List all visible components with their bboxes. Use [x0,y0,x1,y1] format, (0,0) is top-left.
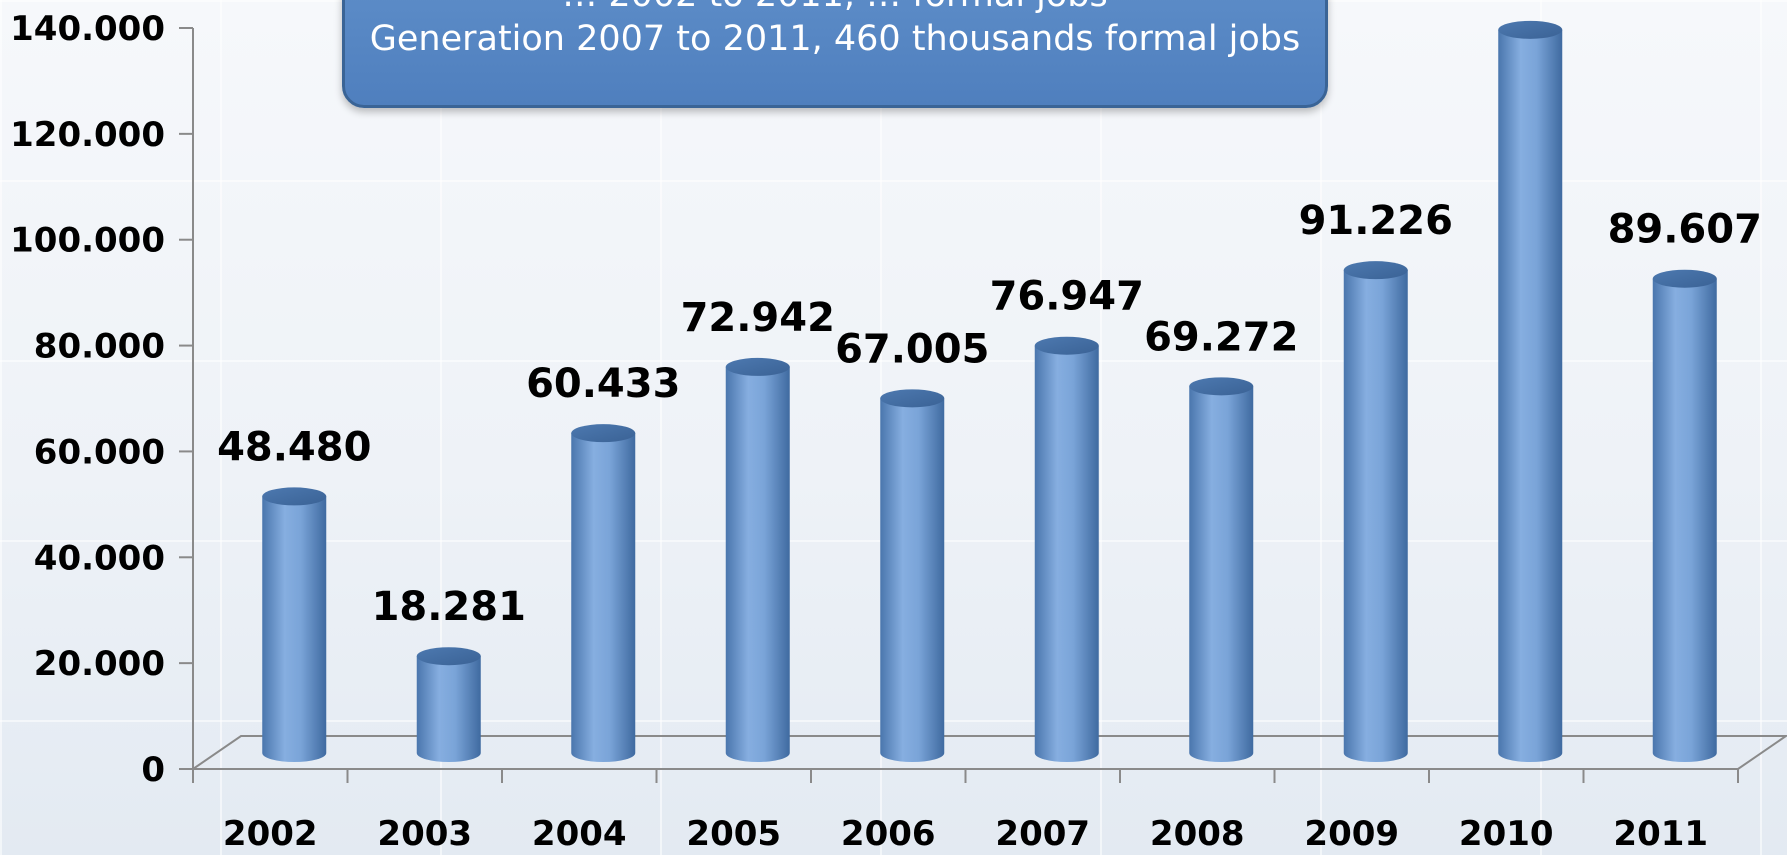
bar-body [1343,270,1408,762]
bar-top [571,424,636,443]
x-tick-label: 2002 [223,814,318,854]
x-tick-label: 2011 [1613,814,1708,854]
bar-top [1498,20,1563,39]
bar-top [1189,377,1254,396]
callout-line-1: … 2002 to 2011, … formal jobs [345,0,1325,17]
chart-bars [262,20,1717,762]
bar-body [725,366,790,762]
bar-2011 [1652,269,1717,762]
bar-body [1498,29,1563,762]
x-tick-label: 2003 [377,814,472,854]
x-tick-label: 2007 [995,814,1090,854]
bar-top [1652,269,1717,288]
x-tick-label: 2008 [1150,814,1245,854]
bar-body [416,656,481,762]
data-label: 89.607 [1608,207,1762,253]
data-label: 18.281 [372,584,526,630]
chart-axes: 0 20.000 40.000 60.000 80.000 100.000 120.000 1… [10,9,1787,790]
bar-top [1343,261,1408,280]
callout-line-2: Generation 2007 to 2011, 460 thousands f… [369,19,1301,59]
chart-labels: 48.480 2002 18.281 2003 60.433 2004 72.942 2005… [217,0,1762,854]
y-tick-label: 40.000 [34,538,165,578]
data-label: 136.629 [1439,0,1621,4]
y-tick-label: 140.000 [10,9,165,49]
x-tick-label: 2004 [532,814,627,854]
bar-2009 [1343,261,1408,762]
bar-2004 [571,424,636,762]
data-label: 69.272 [1144,314,1298,360]
bar-body [262,496,327,762]
y-tick-label: 120.000 [10,115,165,155]
y-tick-label: 0 [141,750,165,790]
x-tick-label: 2010 [1459,814,1554,854]
y-tick-label: 80.000 [34,327,165,367]
data-label: 60.433 [526,361,680,407]
bar-body [1189,386,1254,762]
bar-2005 [725,357,790,762]
data-label: 72.942 [681,295,835,341]
bar-2008 [1189,377,1254,762]
bar-2007 [1034,336,1099,762]
bar-top [416,647,481,666]
data-label: 91.226 [1299,198,1453,244]
y-tick-label: 100.000 [10,221,165,261]
x-tick-label: 2009 [1304,814,1399,854]
data-label: 67.005 [835,326,989,372]
x-tick-label: 2005 [686,814,781,854]
bar-body [880,398,945,762]
bar-top [1034,336,1099,355]
bar-top [880,389,945,408]
bar-2003 [416,647,481,762]
bar-top [725,357,790,376]
callout-box: … 2002 to 2011, … formal jobs Generation… [342,0,1328,108]
data-label: 48.480 [217,424,371,470]
bar-2002 [262,487,327,762]
bar-2006 [880,389,945,762]
y-tick-label: 60.000 [34,432,165,472]
data-label: 76.947 [990,274,1144,320]
x-tick-label: 2006 [841,814,936,854]
bar-top [262,487,327,506]
bar-2010 [1498,20,1563,762]
bar-body [1652,278,1717,762]
y-tick-label: 20.000 [34,644,165,684]
bar-body [1034,345,1099,762]
bar-body [571,433,636,762]
